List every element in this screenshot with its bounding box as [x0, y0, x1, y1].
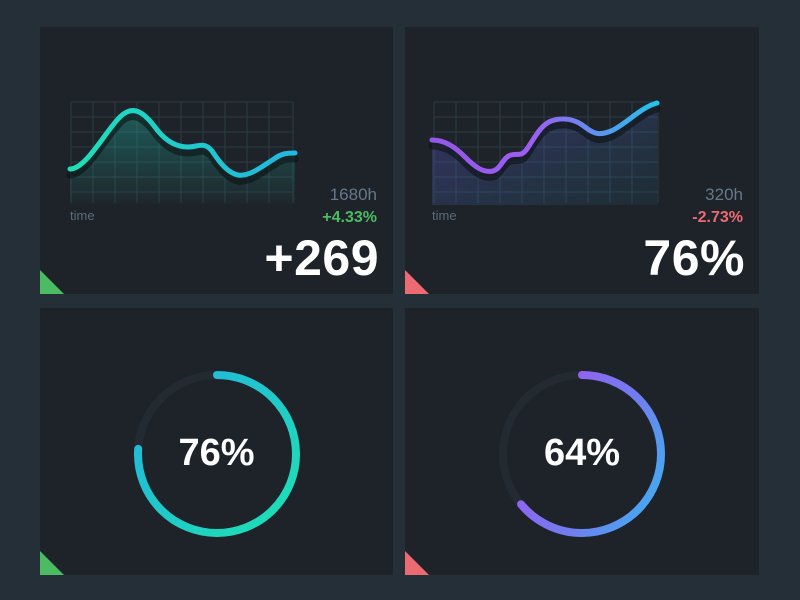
hours-value: 320h: [705, 185, 743, 204]
change-percent: -2.73%: [692, 209, 743, 226]
trend-chart: [428, 100, 661, 205]
chart-line: [67, 108, 298, 178]
chart-line-shadow: [66, 113, 299, 185]
hours-value: 1680h: [329, 185, 377, 204]
progress-arc: [134, 371, 300, 537]
progress-percent: 64%: [543, 432, 621, 474]
triangle-flag-icon: [40, 270, 64, 294]
main-value: 76%: [643, 230, 745, 286]
chart-area: [70, 110, 295, 205]
chart-line: [429, 100, 660, 174]
progress-ring: [499, 371, 665, 537]
triangle-flag-icon: [40, 551, 64, 575]
chart-line-shadow: [428, 105, 661, 181]
change-percent: +4.33%: [322, 209, 377, 226]
main-value: +269: [264, 230, 379, 286]
triangle-flag-icon: [405, 270, 429, 294]
progress-card-bottom-left[interactable]: 76%: [40, 308, 393, 575]
axis-label-time: time: [70, 208, 95, 223]
stat-card-top-left[interactable]: time 1680h +4.33% +269: [40, 27, 393, 294]
trend-chart: [66, 101, 299, 205]
triangle-flag-icon: [405, 551, 429, 575]
progress-card-bottom-right[interactable]: 64%: [405, 308, 759, 575]
axis-label-time: time: [432, 208, 457, 223]
progress-percent: 76%: [178, 432, 255, 474]
progress-arc: [499, 371, 665, 537]
stat-card-top-right[interactable]: time 320h -2.73% 76%: [405, 27, 759, 294]
progress-ring: [134, 371, 300, 537]
